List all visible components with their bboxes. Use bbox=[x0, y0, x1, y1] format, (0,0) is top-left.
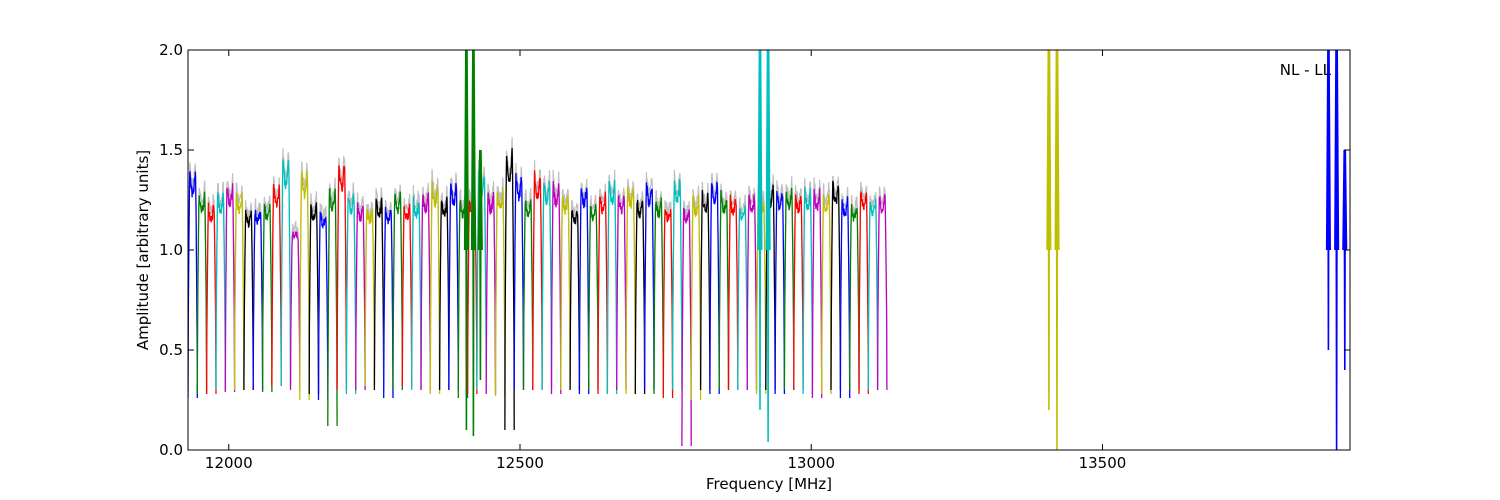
subband-trace bbox=[355, 202, 366, 391]
subband-trace bbox=[774, 190, 786, 395]
subband-trace bbox=[438, 196, 450, 391]
y-tick-label: 1.5 bbox=[159, 141, 183, 159]
subband-trace bbox=[830, 180, 842, 391]
subband-trace bbox=[327, 188, 338, 427]
x-tick-label: 13500 bbox=[1079, 454, 1127, 472]
plot-annotation: NL - LL bbox=[1280, 61, 1332, 79]
x-tick-label: 12500 bbox=[496, 454, 544, 472]
subband-trace bbox=[578, 187, 590, 395]
subband-trace bbox=[560, 195, 571, 391]
subband-trace bbox=[876, 194, 888, 391]
x-axis-label: Frequency [MHz] bbox=[706, 475, 832, 493]
y-axis: 0.0 0.5 1.0 1.5 2.0 bbox=[159, 41, 1350, 459]
subband-trace bbox=[849, 203, 860, 391]
subband-trace bbox=[839, 196, 851, 399]
subband-trace bbox=[643, 182, 655, 391]
subband-trace bbox=[364, 208, 376, 387]
subband-trace bbox=[709, 181, 720, 395]
subband-trace bbox=[737, 205, 748, 391]
subband-trace bbox=[606, 179, 618, 395]
subband-trace bbox=[448, 183, 459, 391]
x-tick-label: 12000 bbox=[205, 454, 253, 472]
subband-trace bbox=[625, 186, 636, 395]
subband-trace bbox=[392, 191, 403, 391]
y-tick-label: 0.5 bbox=[159, 341, 183, 359]
subband-trace bbox=[280, 159, 292, 387]
subband-trace bbox=[188, 170, 198, 399]
subband-trace bbox=[271, 184, 282, 387]
subband-trace bbox=[671, 179, 683, 391]
plot-area bbox=[188, 50, 1348, 450]
subband-trace bbox=[504, 148, 515, 431]
interference-spike bbox=[757, 50, 763, 411]
subband-trace bbox=[821, 193, 832, 395]
subband-trace bbox=[383, 206, 394, 399]
subband-trace bbox=[718, 189, 730, 391]
subband-trace bbox=[420, 191, 431, 391]
subband-trace bbox=[653, 197, 664, 395]
subband-trace bbox=[569, 209, 581, 391]
subband-trace bbox=[373, 197, 385, 391]
interference-spike bbox=[470, 50, 476, 437]
interference-spike bbox=[1046, 50, 1052, 411]
subband-trace bbox=[205, 202, 217, 395]
subband-trace bbox=[541, 181, 553, 391]
subband-trace bbox=[588, 204, 599, 391]
subband-trace bbox=[317, 211, 329, 401]
x-tick-label: 13000 bbox=[787, 454, 835, 472]
subband-trace bbox=[746, 193, 758, 391]
subband-trace bbox=[727, 194, 739, 391]
interference-spike bbox=[1342, 149, 1348, 371]
interference-spike bbox=[1054, 50, 1060, 450]
y-axis-label: Amplitude [arbitrary units] bbox=[134, 150, 152, 350]
subband-trace bbox=[196, 191, 208, 395]
y-tick-label: 1.0 bbox=[159, 241, 183, 259]
subband-trace bbox=[429, 179, 441, 395]
interference-spike bbox=[1334, 50, 1340, 450]
interference-spike bbox=[477, 149, 483, 381]
subband-trace bbox=[336, 165, 348, 391]
subband-trace bbox=[289, 231, 301, 391]
y-tick-label: 0.0 bbox=[159, 441, 183, 459]
subband-trace bbox=[597, 191, 609, 395]
subband-trace bbox=[699, 189, 711, 391]
subband-trace bbox=[532, 170, 543, 391]
subband-trace bbox=[308, 202, 320, 395]
subband-trace bbox=[224, 183, 236, 393]
subband-trace bbox=[252, 209, 264, 391]
subband-trace bbox=[513, 173, 525, 391]
subband-trace bbox=[793, 194, 804, 391]
subband-trace bbox=[411, 195, 422, 391]
subband-trace bbox=[522, 199, 534, 391]
subband-trace bbox=[233, 192, 245, 391]
subband-trace bbox=[401, 203, 413, 387]
subband-trace bbox=[215, 192, 226, 391]
x-axis: 12000 12500 13000 13500 bbox=[205, 50, 1126, 472]
subband-trace bbox=[811, 187, 823, 399]
subband-trace bbox=[345, 193, 357, 395]
y-tick-label: 2.0 bbox=[159, 41, 183, 59]
subband-trace bbox=[681, 207, 692, 447]
subband-trace bbox=[299, 171, 310, 401]
interference-spike bbox=[765, 50, 771, 443]
subband-trace bbox=[550, 181, 562, 395]
subband-trace bbox=[867, 198, 879, 391]
subband-trace bbox=[690, 194, 702, 401]
interference-spike bbox=[463, 50, 469, 431]
subband-trace bbox=[858, 190, 869, 395]
subband-trace bbox=[783, 187, 795, 391]
subband-trace bbox=[261, 203, 273, 393]
subband-trace bbox=[616, 194, 627, 391]
subband-trace bbox=[485, 192, 497, 395]
subband-trace bbox=[662, 208, 674, 399]
interference-spike bbox=[1325, 50, 1331, 351]
subband-trace bbox=[634, 199, 646, 395]
subband-trace bbox=[494, 187, 506, 397]
subband-trace bbox=[243, 209, 254, 391]
subband-trace bbox=[802, 186, 814, 395]
